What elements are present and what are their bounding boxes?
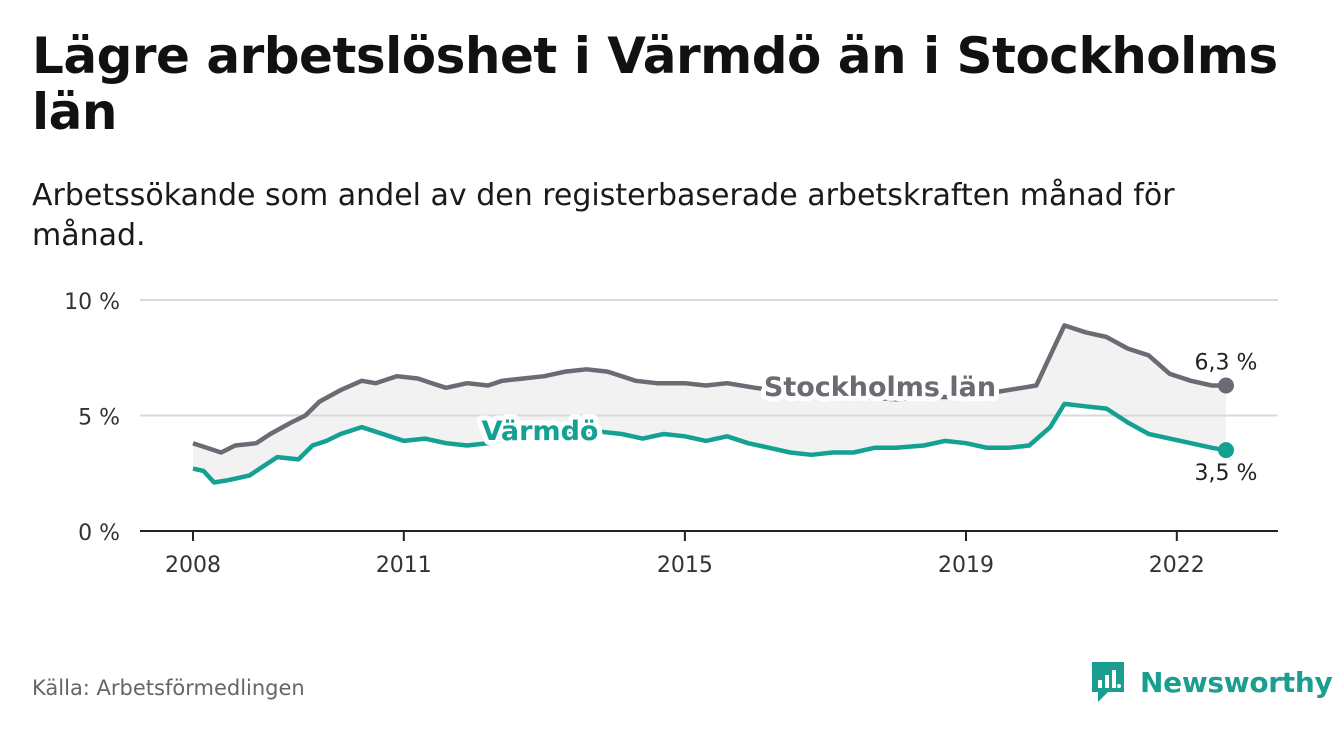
chart-subtitle: Arbetssökande som andel av den registerb… <box>32 178 1175 253</box>
end-point-varmdo <box>1218 442 1234 459</box>
series-line-stockholms-lan <box>192 323 1226 455</box>
y-tick-label: 0 % <box>78 521 120 546</box>
series-label-varmdo-halo: Värmdö <box>482 416 599 447</box>
line-chart: 0 % 5 % 10 % 2008 2011 2015 2019 2022 Stockholms… <box>64 290 1278 578</box>
x-tick-label: 2019 <box>938 553 994 578</box>
newsworthy-logo-icon <box>1092 662 1124 702</box>
y-tick-label: 10 % <box>64 290 120 315</box>
end-label-stockholms-lan: 6,3 % <box>1195 350 1258 375</box>
end-label-varmdo: 3,5 % <box>1195 461 1258 486</box>
series-label-varmdo: Värmdö <box>482 416 599 447</box>
x-tick-label: 2011 <box>376 553 432 578</box>
brand-logo[interactable]: Newsworthy <box>1090 660 1333 704</box>
chart-title: Lägre arbetslöshet i Värmdö än i Stockho… <box>32 27 1278 141</box>
brand-name: Newsworthy <box>1140 665 1333 699</box>
series-line-varmdo <box>192 401 1227 485</box>
series-label-stockholms-lan: Stockholms län <box>764 372 996 403</box>
y-tick-label: 5 % <box>78 406 120 431</box>
x-tick-label: 2022 <box>1149 553 1205 578</box>
source-note: Källa: Arbetsförmedlingen <box>32 676 305 700</box>
series-label-stockholms-lan-halo: Stockholms län <box>764 372 996 403</box>
x-tick-label: 2008 <box>165 553 221 578</box>
x-tick-label: 2015 <box>657 553 713 578</box>
end-point-stockholms-lan <box>1218 377 1234 394</box>
